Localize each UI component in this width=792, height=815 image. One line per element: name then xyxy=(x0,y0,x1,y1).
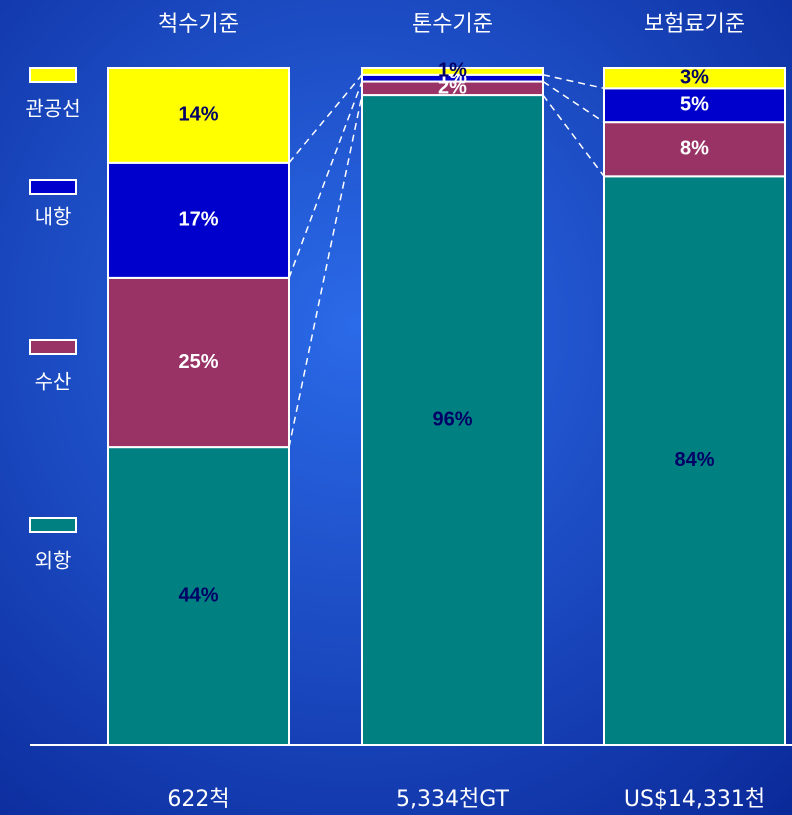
legend-label: 내항 xyxy=(35,205,72,229)
legend-swatch xyxy=(29,517,77,533)
total-label: 622척 xyxy=(167,787,229,812)
total-label: 5,334천GT xyxy=(396,787,509,812)
total-label: US$14,331천 xyxy=(624,787,765,812)
connector xyxy=(542,74,605,90)
bar-segment xyxy=(603,175,786,746)
bar-segment xyxy=(603,87,786,124)
value-label: 84% xyxy=(674,449,714,471)
bar-segment xyxy=(603,67,786,90)
connector xyxy=(542,80,605,123)
category-label: 톤수기준 xyxy=(412,12,493,37)
bar-segment xyxy=(603,121,786,178)
category-label: 보험료기준 xyxy=(644,12,745,37)
category-label: 척수기준 xyxy=(158,12,239,37)
legend-label: 수산 xyxy=(35,370,72,394)
legend-swatch xyxy=(29,179,77,195)
value-label: 8% xyxy=(680,138,709,160)
legend-label: 외항 xyxy=(35,549,72,573)
connector xyxy=(542,94,605,177)
value-label: 5% xyxy=(680,94,709,116)
legend-swatch xyxy=(29,67,77,83)
value-label: 3% xyxy=(680,66,709,88)
value-label: 44% xyxy=(178,584,218,606)
value-label: 96% xyxy=(432,408,472,430)
bar-segment xyxy=(107,276,290,449)
legend-swatch xyxy=(29,339,77,355)
value-label: 25% xyxy=(178,351,218,373)
value-label: 17% xyxy=(178,209,218,231)
value-label: 14% xyxy=(178,104,218,126)
bar-segment xyxy=(107,67,290,164)
value-label: 1% xyxy=(438,60,467,82)
bar-segment xyxy=(361,94,544,746)
connector xyxy=(288,81,363,279)
legend-label: 관공선 xyxy=(25,97,80,121)
bar-segment xyxy=(107,446,290,746)
bar-segment xyxy=(361,67,544,76)
bar-segment xyxy=(107,161,290,279)
